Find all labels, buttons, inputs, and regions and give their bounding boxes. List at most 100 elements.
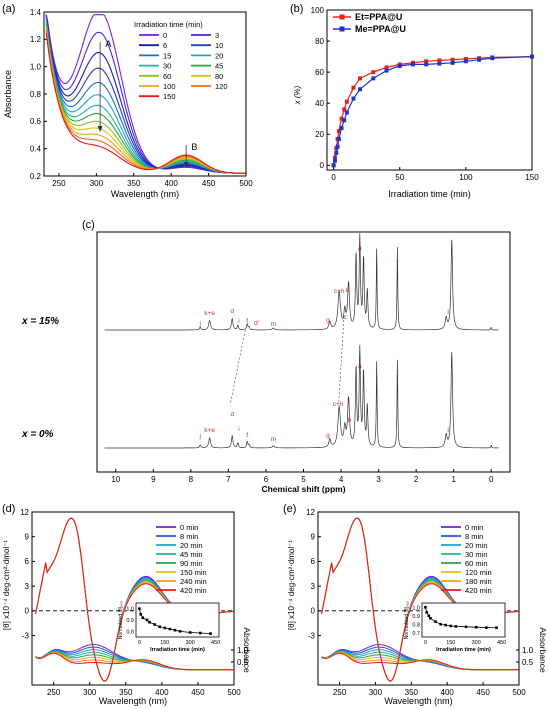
chart-e-inset-ytick-label: 0.8 [412,622,420,628]
chart-b-ytick-label: 60 [315,68,324,77]
chart-e-inset-point [427,614,431,618]
chart-c-peak-label: * [396,374,399,381]
panel-label-c: (c) [82,219,95,231]
chart-c-peak-label: d' [254,320,259,327]
chart-c-xtick-label: 9 [151,475,156,484]
chart-e-inset-point [425,611,429,614]
chart-c-peak-label: a [358,363,362,370]
chart-a-legend-label: 45 [215,62,223,71]
chart-d-ylabel: [θ] x10⁻⁴ deg·cm²·dmol⁻¹ [2,540,11,630]
chart-b-ylabel: x (%) [293,85,302,105]
chart-e-ytick-label: 3 [311,582,316,591]
chart-e-inset-xtick-label: 450 [497,640,506,646]
chart-e-inset-point [449,624,453,628]
annotation-B: B [191,142,197,152]
chart-b-ytick-label: 40 [315,99,324,108]
chart-e-inset-point [429,617,432,620]
chart-b-point [450,57,455,62]
chart-b-legend-marker [339,14,345,20]
chart-c-peak-label: m [271,321,276,328]
chart-c-peak-label: f [246,432,248,439]
chart-e-inset-ytick-label: 1.0 [412,605,420,611]
chart-b-point [490,56,495,61]
chart-a-legend-label: 30 [163,62,171,71]
chart-b-xlabel: Irradiation time (min) [388,189,471,199]
chart-d-ytick-label: 6 [25,557,30,566]
chart-e-legend-label: 20 min [465,541,488,550]
chart-b-point [530,54,534,59]
chart-c-peak-label: i [238,426,239,433]
chart-d-inset-point [173,628,177,632]
chart-b-point [344,99,349,104]
chart-d-inset-ytick-label: 0.9 [126,618,134,624]
chart-c-peak-label: k+e [204,427,215,434]
chart-b-point [371,70,376,75]
chart-c-peak-label: g [326,432,330,439]
chart-b-point [424,59,429,64]
chart-e-inset-xtick-label: 300 [472,640,481,646]
chart-e-ytick-label: 6 [311,557,316,566]
chart-d-xtick-label: 500 [227,688,241,697]
chart-b-legend-label: Me=PPA@U [355,24,406,34]
chart-e-inset-point [495,626,498,629]
chart-d-right-tick-label: 0.5 [237,658,249,667]
chart-d-inset-point [209,632,212,635]
chart-b-point [397,63,402,68]
chart-b-ytick-label: 100 [311,6,325,15]
chart-e-legend-label: 180 min [465,577,492,586]
chart-c-peak-label: g [326,317,330,324]
chart-e-ylabel: [θ] x10⁻⁴ deg·cm²·dmol⁻¹ [287,540,296,630]
chart-b-point [450,60,455,65]
chart-b-line-1 [333,56,533,166]
chart-d-xtick-label: 350 [119,688,133,697]
chart-e-inset-ylabel: Normalized [θ]₃₀₅ [404,601,410,639]
panel-label-d: (d) [2,503,15,515]
chart-c-correlation-line [338,315,345,403]
chart-b-point [384,68,389,73]
chart-c-series-label-15: x = 15% [21,316,59,327]
chart-d-inset-point [138,607,141,610]
chart-c-xlabel: Chemical shift (ppm) [261,484,345,494]
chart-d-inset-point [168,627,172,631]
chart-d-legend-label: 240 min [180,577,207,586]
chart-e-ytick-label: -3 [308,631,316,640]
chart-b-point [336,129,341,134]
chart-e-xtick-label: 350 [405,688,419,697]
chart-e: 250 300 350 400 450 500 -3 0 3 6 9 12 Wavelength (nm… [287,508,548,706]
chart-e-inset-xlabel: Irradiation time (min) [436,647,491,653]
chart-e-inset-ytick-label: 0.7 [412,631,420,637]
chart-d-inset-point [148,620,151,624]
chart-b: 0 50 100 150 0 20 40 60 80 100 Irradiation time (m… [293,6,539,199]
chart-b-point [336,136,341,141]
chart-d-abs-series [35,652,234,671]
chart-b-point [351,96,356,101]
chart-e-ytick-label: 12 [306,508,315,517]
chart-d-legend-label: 150 min [180,568,207,577]
chart-e-ytick-label: 0 [311,607,316,616]
chart-c-xtick-label: 2 [414,475,419,484]
chart-d-ytick-label: -3 [22,631,30,640]
chart-d-inset-ylabel: Normalized [θ]₃₀₅ [118,601,124,639]
chart-d-ytick-label: 3 [25,582,30,591]
chart-e-xtick-label: 300 [369,688,383,697]
chart-b-point [342,118,347,123]
chart-a-legend-label: 15 [163,51,171,60]
chart-d-inset-point [158,625,162,629]
chart-a-ytick-label: 0.4 [30,144,42,153]
panel-label-e: (e) [283,503,296,515]
chart-d-inset-ytick-label: 0.8 [126,629,134,635]
chart-e-ylabel-right: Absorbance [538,627,548,673]
chart-c-peak-label: f [246,318,248,325]
panel-label-a: (a) [2,3,15,15]
chart-a-xtick-label: 250 [52,179,66,188]
chart-e-inset-xtick-label: 0 [424,640,427,646]
chart-b-point [437,58,442,63]
chart-b-point [410,62,415,67]
chart-e-abs-series [321,652,519,671]
chart-a-legend-label: 80 [215,72,223,81]
chart-e-inset-point [434,620,437,623]
chart-d-ytick-label: 9 [25,533,30,542]
chart-c-peak-label: a [358,245,362,252]
chart-b-point [477,57,482,62]
chart-c-xtick-label: 0 [489,475,494,484]
